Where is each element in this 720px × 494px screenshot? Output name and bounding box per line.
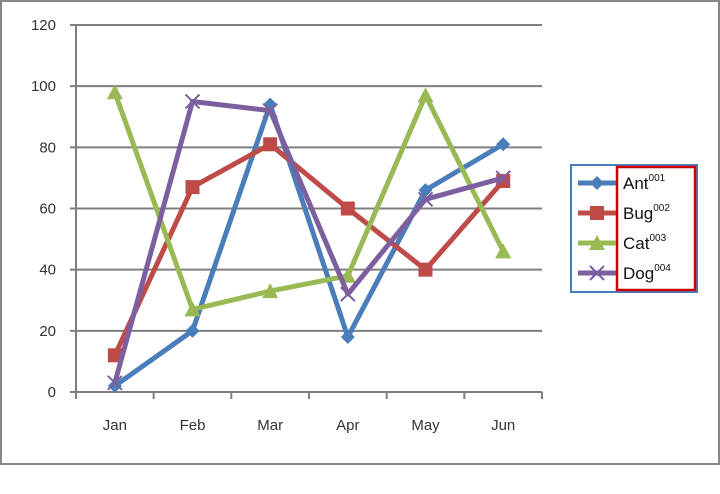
legend-label-superscript: 001 <box>649 173 666 184</box>
data-point-cat <box>184 301 201 317</box>
marker-stroke <box>495 170 511 186</box>
y-tick-label: 20 <box>39 323 56 340</box>
data-point-dog <box>495 170 511 186</box>
data-point-cat <box>417 87 434 103</box>
legend-label-dog: Dog004 <box>623 263 671 283</box>
data-point-dog <box>340 286 356 302</box>
x-tick-label: Feb <box>180 417 206 434</box>
marker-stroke <box>589 265 605 281</box>
data-point-ant <box>496 137 511 152</box>
legend-label-superscript: 003 <box>649 233 666 244</box>
y-tick-label: 120 <box>31 17 56 34</box>
data-point-dog <box>262 102 278 119</box>
legend-label-superscript: 004 <box>654 263 671 274</box>
x-tick-label: Mar <box>257 417 283 434</box>
marker-stroke <box>107 375 123 391</box>
data-point-ant <box>107 378 122 393</box>
data-point-dog <box>107 375 123 391</box>
legend-item-dog: Dog004 <box>578 263 671 283</box>
data-point-ant <box>418 183 433 198</box>
y-tick-label: 40 <box>39 262 56 279</box>
y-tick-label: 0 <box>48 384 56 401</box>
legend-marker-bug <box>590 206 604 220</box>
legend-label-bug: Bug002 <box>623 203 670 223</box>
legend-label-text: Dog <box>623 264 654 283</box>
series-lines <box>106 84 512 393</box>
legend-box <box>570 164 698 293</box>
legend-label-superscript: 002 <box>653 203 670 214</box>
x-tick-label: Apr <box>336 417 359 434</box>
data-point-bug <box>185 180 200 195</box>
legend-label-cat: Cat003 <box>623 233 667 253</box>
y-tick-label: 60 <box>39 201 56 218</box>
legend-marker-dog <box>589 265 605 281</box>
marker-stroke <box>184 93 201 110</box>
data-point-bug <box>263 137 278 152</box>
series-line-ant <box>113 102 505 388</box>
series-bug <box>107 137 511 363</box>
y-tick-label: 80 <box>39 139 56 156</box>
axes: 0 20 40 60 80 100 120 Jan Feb Mar Apr May Jun <box>31 17 543 434</box>
data-point-bug <box>418 262 433 277</box>
legend-label-text: Cat <box>623 234 650 253</box>
x-tick-label: Jun <box>491 417 515 434</box>
legend-item-cat: Cat003 <box>578 233 667 253</box>
legend-item-bug: Bug002 <box>578 203 670 223</box>
legend-highlight-box <box>615 165 697 292</box>
data-point-cat <box>106 84 123 100</box>
data-point-cat <box>495 243 512 259</box>
x-tick-label: May <box>411 417 440 434</box>
data-point-bug <box>107 348 122 363</box>
legend-item-ant: Ant001 <box>578 173 666 193</box>
legend-label-ant: Ant001 <box>623 173 666 193</box>
series-line-bug <box>112 141 506 357</box>
legend-label-text: Bug <box>623 204 653 223</box>
data-point-ant <box>340 329 355 344</box>
marker-stroke <box>340 286 356 302</box>
data-point-cat <box>262 283 279 299</box>
marker-stroke <box>262 102 278 119</box>
legend-marker-cat <box>589 235 605 250</box>
series-line-dog <box>112 98 504 384</box>
y-tick-label: 100 <box>31 78 56 95</box>
x-tick-label: Jan <box>103 417 127 434</box>
series-line-cat <box>112 91 506 312</box>
data-point-ant <box>185 323 200 338</box>
data-point-dog <box>184 93 201 110</box>
legend-marker-ant <box>590 176 604 190</box>
marker-stroke <box>417 191 434 208</box>
data-point-dog <box>417 191 434 208</box>
legend-label-text: Ant <box>623 174 649 193</box>
data-point-bug <box>340 201 355 216</box>
series-dog <box>107 93 511 391</box>
legend: Ant001 Bug002 Cat003 Dog004 <box>570 164 698 293</box>
